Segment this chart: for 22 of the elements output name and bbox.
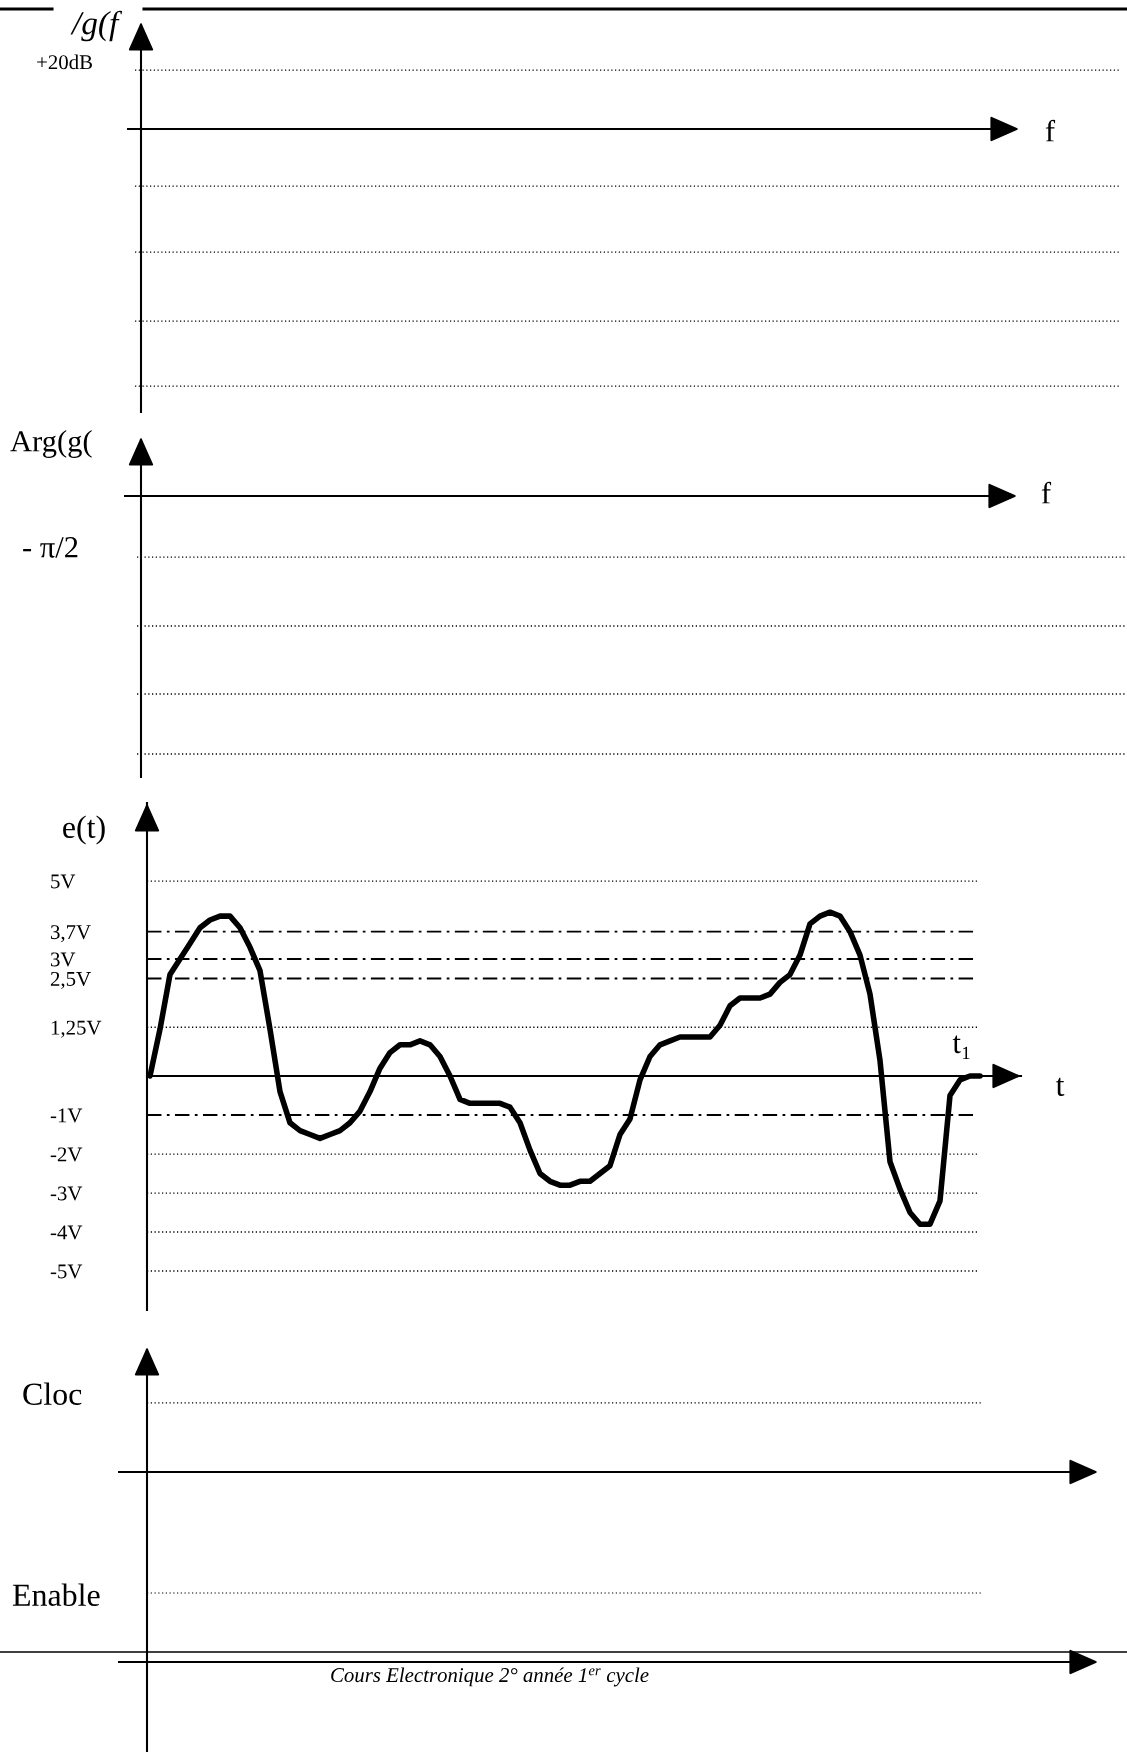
text: /g(f	[70, 10, 123, 42]
y-tick-label: 5V	[51, 874, 76, 889]
y-tick-label: 3V	[51, 952, 76, 967]
y-tick-label: 1,25V	[51, 1020, 102, 1038]
y-tick-label: -5V	[50, 1264, 83, 1279]
annotation: t₁	[952, 1035, 970, 1059]
y-tick-label: 2,5V	[50, 971, 91, 989]
y-tick-label: -3V	[50, 1186, 83, 1201]
text: Arg(g(	[10, 430, 92, 458]
text: f	[1041, 481, 1052, 504]
text: Cloc	[23, 1382, 82, 1405]
text: +20dB	[37, 54, 92, 70]
y-tick-label: -4V	[50, 1225, 83, 1240]
y-tick-label: -1V	[50, 1108, 83, 1123]
y-tick-label: 3,7V	[51, 925, 91, 943]
text: Enable	[12, 1583, 100, 1606]
text: - π/2	[23, 537, 78, 558]
x-axis-title: t	[1055, 1077, 1065, 1096]
text: f	[1045, 119, 1056, 142]
y-axis-title: e(t)	[63, 815, 105, 845]
y-tick-label: -2V	[50, 1147, 83, 1162]
text: Cours Electronique 2° année 1$^{er}$ cycle	[331, 1667, 649, 1687]
